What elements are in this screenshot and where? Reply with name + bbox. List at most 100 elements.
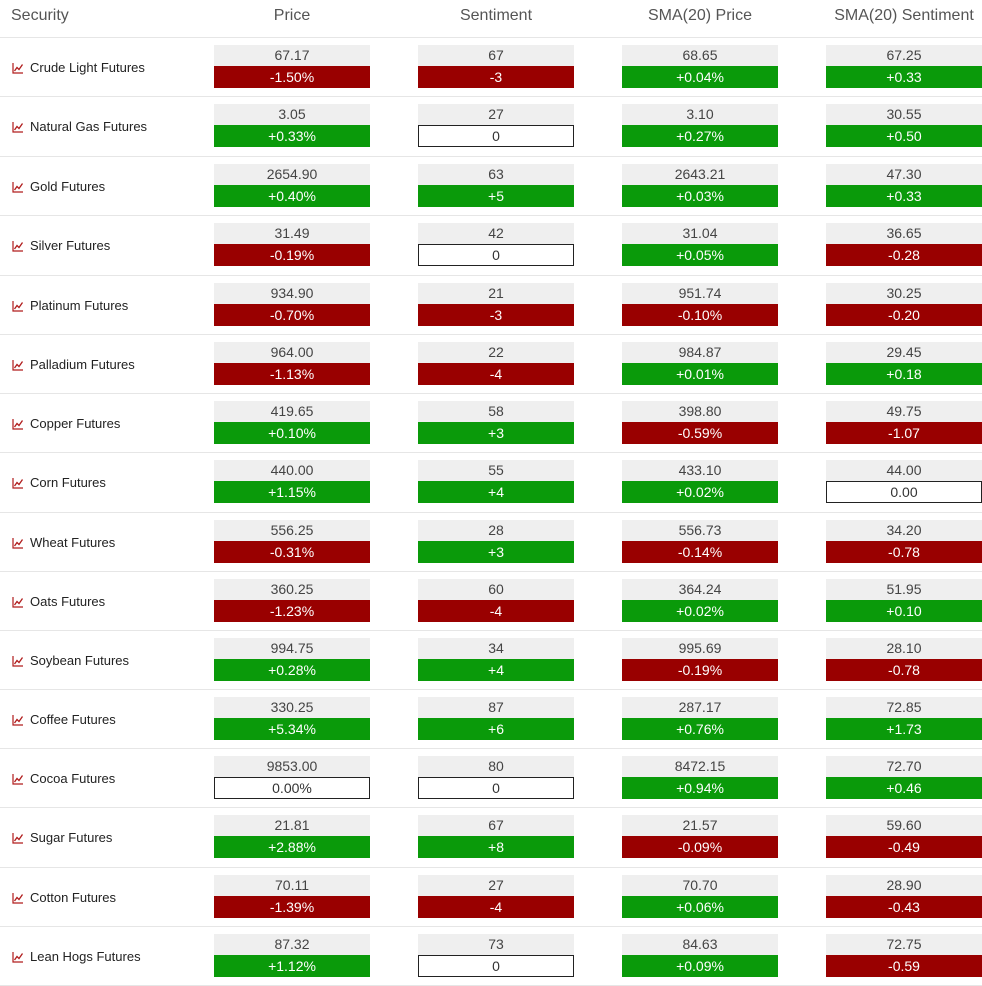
table-row[interactable]: Natural Gas Futures 3.05 +0.33% 27 0 3.10 +0.2… bbox=[0, 97, 982, 157]
line-chart-icon bbox=[12, 240, 24, 252]
sma-price-value: 31.04 bbox=[622, 223, 778, 244]
security-link[interactable]: Platinum Futures bbox=[12, 298, 128, 313]
sma-price-change-badge: +0.06% bbox=[622, 896, 778, 918]
price-cell: 31.49 -0.19% bbox=[214, 223, 370, 266]
security-link[interactable]: Natural Gas Futures bbox=[12, 119, 147, 134]
price-value: 67.17 bbox=[214, 45, 370, 66]
table-row[interactable]: Sugar Futures 21.81 +2.88% 67 +8 21.57 -0.09% 5… bbox=[0, 808, 982, 868]
price-cell: 87.32 +1.12% bbox=[214, 934, 370, 977]
security-link[interactable]: Crude Light Futures bbox=[12, 60, 145, 75]
security-link[interactable]: Cotton Futures bbox=[12, 890, 116, 905]
security-name: Lean Hogs Futures bbox=[30, 949, 141, 964]
sma-sentiment-value: 67.25 bbox=[826, 45, 982, 66]
table-row[interactable]: Crude Light Futures 67.17 -1.50% 67 -3 68.65 +… bbox=[0, 38, 982, 97]
sma-price-cell: 2643.21 +0.03% bbox=[622, 164, 778, 207]
table-row[interactable]: Lean Hogs Futures 87.32 +1.12% 73 0 84.63 +0.0… bbox=[0, 927, 982, 986]
security-link[interactable]: Silver Futures bbox=[12, 238, 110, 253]
sma-price-value: 984.87 bbox=[622, 342, 778, 363]
price-value: 556.25 bbox=[214, 520, 370, 541]
price-value: 419.65 bbox=[214, 401, 370, 422]
sma-price-cell: 364.24 +0.02% bbox=[622, 579, 778, 622]
price-value: 70.11 bbox=[214, 875, 370, 896]
table-row[interactable]: Oats Futures 360.25 -1.23% 60 -4 364.24 +0.02%… bbox=[0, 572, 982, 631]
price-cell: 994.75 +0.28% bbox=[214, 638, 370, 681]
price-change-badge: +1.12% bbox=[214, 955, 370, 977]
sma-price-value: 3.10 bbox=[622, 104, 778, 125]
sma-sentiment-cell: 72.75 -0.59 bbox=[826, 934, 982, 977]
table-row[interactable]: Platinum Futures 934.90 -0.70% 21 -3 951.74 -0… bbox=[0, 276, 982, 335]
sma-price-value: 951.74 bbox=[622, 283, 778, 304]
header-security[interactable]: Security bbox=[11, 7, 69, 24]
price-cell: 440.00 +1.15% bbox=[214, 460, 370, 503]
table-row[interactable]: Corn Futures 440.00 +1.15% 55 +4 433.10 +0.02%… bbox=[0, 453, 982, 513]
sma-sentiment-cell: 67.25 +0.33 bbox=[826, 45, 982, 88]
sentiment-cell: 67 -3 bbox=[418, 45, 574, 88]
sentiment-value: 73 bbox=[418, 934, 574, 955]
security-name: Platinum Futures bbox=[30, 298, 129, 313]
line-chart-icon bbox=[12, 655, 24, 667]
sma-sentiment-value: 49.75 bbox=[826, 401, 982, 422]
price-value: 21.81 bbox=[214, 815, 370, 836]
header-sentiment[interactable]: Sentiment bbox=[459, 7, 533, 24]
security-link[interactable]: Gold Futures bbox=[12, 179, 105, 194]
table-row[interactable]: Cotton Futures 70.11 -1.39% 27 -4 70.70 +0.06%… bbox=[0, 868, 982, 927]
price-cell: 419.65 +0.10% bbox=[214, 401, 370, 444]
table-row[interactable]: Copper Futures 419.65 +0.10% 58 +3 398.80 -0.5… bbox=[0, 394, 982, 453]
sma-sentiment-change-badge: -0.49 bbox=[826, 836, 982, 858]
sentiment-value: 55 bbox=[418, 460, 574, 481]
header-sma-sentiment[interactable]: SMA(20) Sentiment bbox=[834, 7, 974, 24]
table-row[interactable]: Palladium Futures 964.00 -1.13% 22 -4 984.87 +… bbox=[0, 335, 982, 394]
sma-price-value: 287.17 bbox=[622, 697, 778, 718]
sma-sentiment-value: 72.70 bbox=[826, 756, 982, 777]
line-chart-icon bbox=[12, 773, 24, 785]
security-name: Cocoa Futures bbox=[30, 771, 116, 786]
table-row[interactable]: Soybean Futures 994.75 +0.28% 34 +4 995.69 -0.… bbox=[0, 631, 982, 690]
sma-price-cell: 31.04 +0.05% bbox=[622, 223, 778, 266]
sma-sentiment-change-badge: -0.78 bbox=[826, 659, 982, 681]
sma-sentiment-change-badge: -0.78 bbox=[826, 541, 982, 563]
security-link[interactable]: Soybean Futures bbox=[12, 653, 129, 668]
price-value: 964.00 bbox=[214, 342, 370, 363]
price-change-badge: -1.39% bbox=[214, 896, 370, 918]
security-link[interactable]: Oats Futures bbox=[12, 594, 105, 609]
sma-price-cell: 84.63 +0.09% bbox=[622, 934, 778, 977]
security-link[interactable]: Copper Futures bbox=[12, 416, 120, 431]
price-change-badge: +0.40% bbox=[214, 185, 370, 207]
sentiment-change-badge: 0 bbox=[418, 244, 574, 266]
sma-sentiment-value: 29.45 bbox=[826, 342, 982, 363]
security-link[interactable]: Palladium Futures bbox=[12, 357, 135, 372]
sma-price-value: 556.73 bbox=[622, 520, 778, 541]
sma-sentiment-change-badge: -0.28 bbox=[826, 244, 982, 266]
price-value: 31.49 bbox=[214, 223, 370, 244]
table-row[interactable]: Coffee Futures 330.25 +5.34% 87 +6 287.17 +0.7… bbox=[0, 690, 982, 749]
security-link[interactable]: Coffee Futures bbox=[12, 712, 116, 727]
sma-sentiment-change-badge: +0.33 bbox=[826, 66, 982, 88]
futures-table: Crude Light Futures 67.17 -1.50% 67 -3 68.65 +… bbox=[0, 38, 982, 986]
header-price[interactable]: Price bbox=[273, 7, 311, 24]
security-link[interactable]: Sugar Futures bbox=[12, 830, 112, 845]
sma-sentiment-value: 72.75 bbox=[826, 934, 982, 955]
sma-sentiment-cell: 34.20 -0.78 bbox=[826, 520, 982, 563]
header-sma-price[interactable]: SMA(20) Price bbox=[647, 7, 753, 24]
sma-price-value: 433.10 bbox=[622, 460, 778, 481]
table-row[interactable]: Gold Futures 2654.90 +0.40% 63 +5 2643.21 +0.0… bbox=[0, 157, 982, 216]
security-link[interactable]: Wheat Futures bbox=[12, 535, 115, 550]
price-change-badge: -1.50% bbox=[214, 66, 370, 88]
sma-price-cell: 8472.15 +0.94% bbox=[622, 756, 778, 799]
sentiment-cell: 87 +6 bbox=[418, 697, 574, 740]
security-link[interactable]: Lean Hogs Futures bbox=[12, 949, 141, 964]
sma-price-change-badge: +0.27% bbox=[622, 125, 778, 147]
sentiment-cell: 60 -4 bbox=[418, 579, 574, 622]
security-link[interactable]: Cocoa Futures bbox=[12, 771, 115, 786]
security-link[interactable]: Corn Futures bbox=[12, 475, 106, 490]
price-cell: 3.05 +0.33% bbox=[214, 104, 370, 147]
table-row[interactable]: Cocoa Futures 9853.00 0.00% 80 0 8472.15 +0.94… bbox=[0, 749, 982, 808]
security-name: Cotton Futures bbox=[30, 890, 116, 905]
price-cell: 360.25 -1.23% bbox=[214, 579, 370, 622]
table-row[interactable]: Wheat Futures 556.25 -0.31% 28 +3 556.73 -0.14… bbox=[0, 513, 982, 572]
sentiment-cell: 21 -3 bbox=[418, 283, 574, 326]
sentiment-value: 80 bbox=[418, 756, 574, 777]
sentiment-cell: 80 0 bbox=[418, 756, 574, 799]
security-name: Corn Futures bbox=[30, 475, 106, 490]
table-row[interactable]: Silver Futures 31.49 -0.19% 42 0 31.04 +0.05% 3… bbox=[0, 216, 982, 276]
